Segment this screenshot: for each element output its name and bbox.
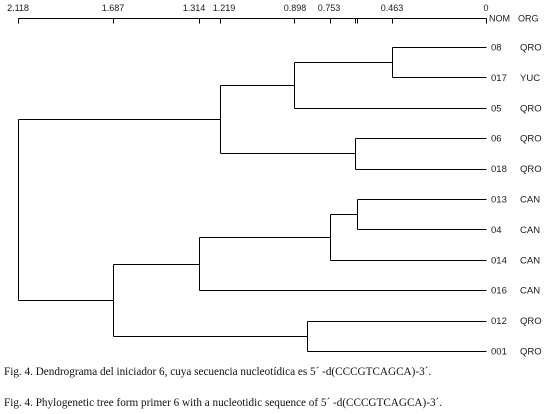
axis-tick-label: 1.687 [102,3,125,13]
axis-tick-label: 0.753 [318,3,341,13]
leaf-label-org: YUC [520,73,540,84]
org-column-header: ORG [518,14,539,24]
leaf-label-nom: 014 [491,255,507,266]
axis-tick-label: 1.314 [183,3,206,13]
leaf-label-nom: 06 [491,134,502,145]
axis-tick-label: 0.898 [284,3,307,13]
axis-tick-label: 0.463 [381,3,404,13]
leaf-label-org: CAN [520,225,540,236]
leaf-label-org: QRO [520,347,542,358]
leaf-label-org: QRO [520,134,542,145]
dendrogram: NOM ORG 2.118 1.687 1.314 1.219 0.898 0.753 0.… [7,3,542,358]
axis-tick-label: 1.219 [213,3,236,13]
leaf-label-nom: 001 [491,347,507,358]
leaf-label-nom: 05 [491,103,502,114]
leaf-label-nom: 08 [491,43,502,54]
leaf-label-org: CAN [520,195,540,206]
nom-column-header: NOM [489,14,510,24]
leaf-label-org: CAN [520,255,540,266]
leaf-label-nom: 018 [491,164,507,175]
leaf-label-org: QRO [520,164,542,175]
leaf-label-org: QRO [520,316,542,327]
axis-tick-label: 2.118 [7,3,29,13]
leaf-label-org: QRO [520,43,542,54]
axis-tick-label: 0 [483,3,488,13]
caption-spanish: Fig. 4. Dendrograma del iniciador 6, cuy… [4,366,432,378]
leaf-label-nom: 04 [491,225,502,236]
leaf-label-nom: 016 [491,286,507,297]
caption-english: Fig. 4. Phylogenetic tree form primer 6 … [4,397,443,409]
leaf-label-nom: 017 [491,73,507,84]
leaf-label-nom: 013 [491,195,507,206]
leaf-label-nom: 012 [491,316,507,327]
leaf-label-org: CAN [520,286,540,297]
leaf-label-org: QRO [520,103,542,114]
